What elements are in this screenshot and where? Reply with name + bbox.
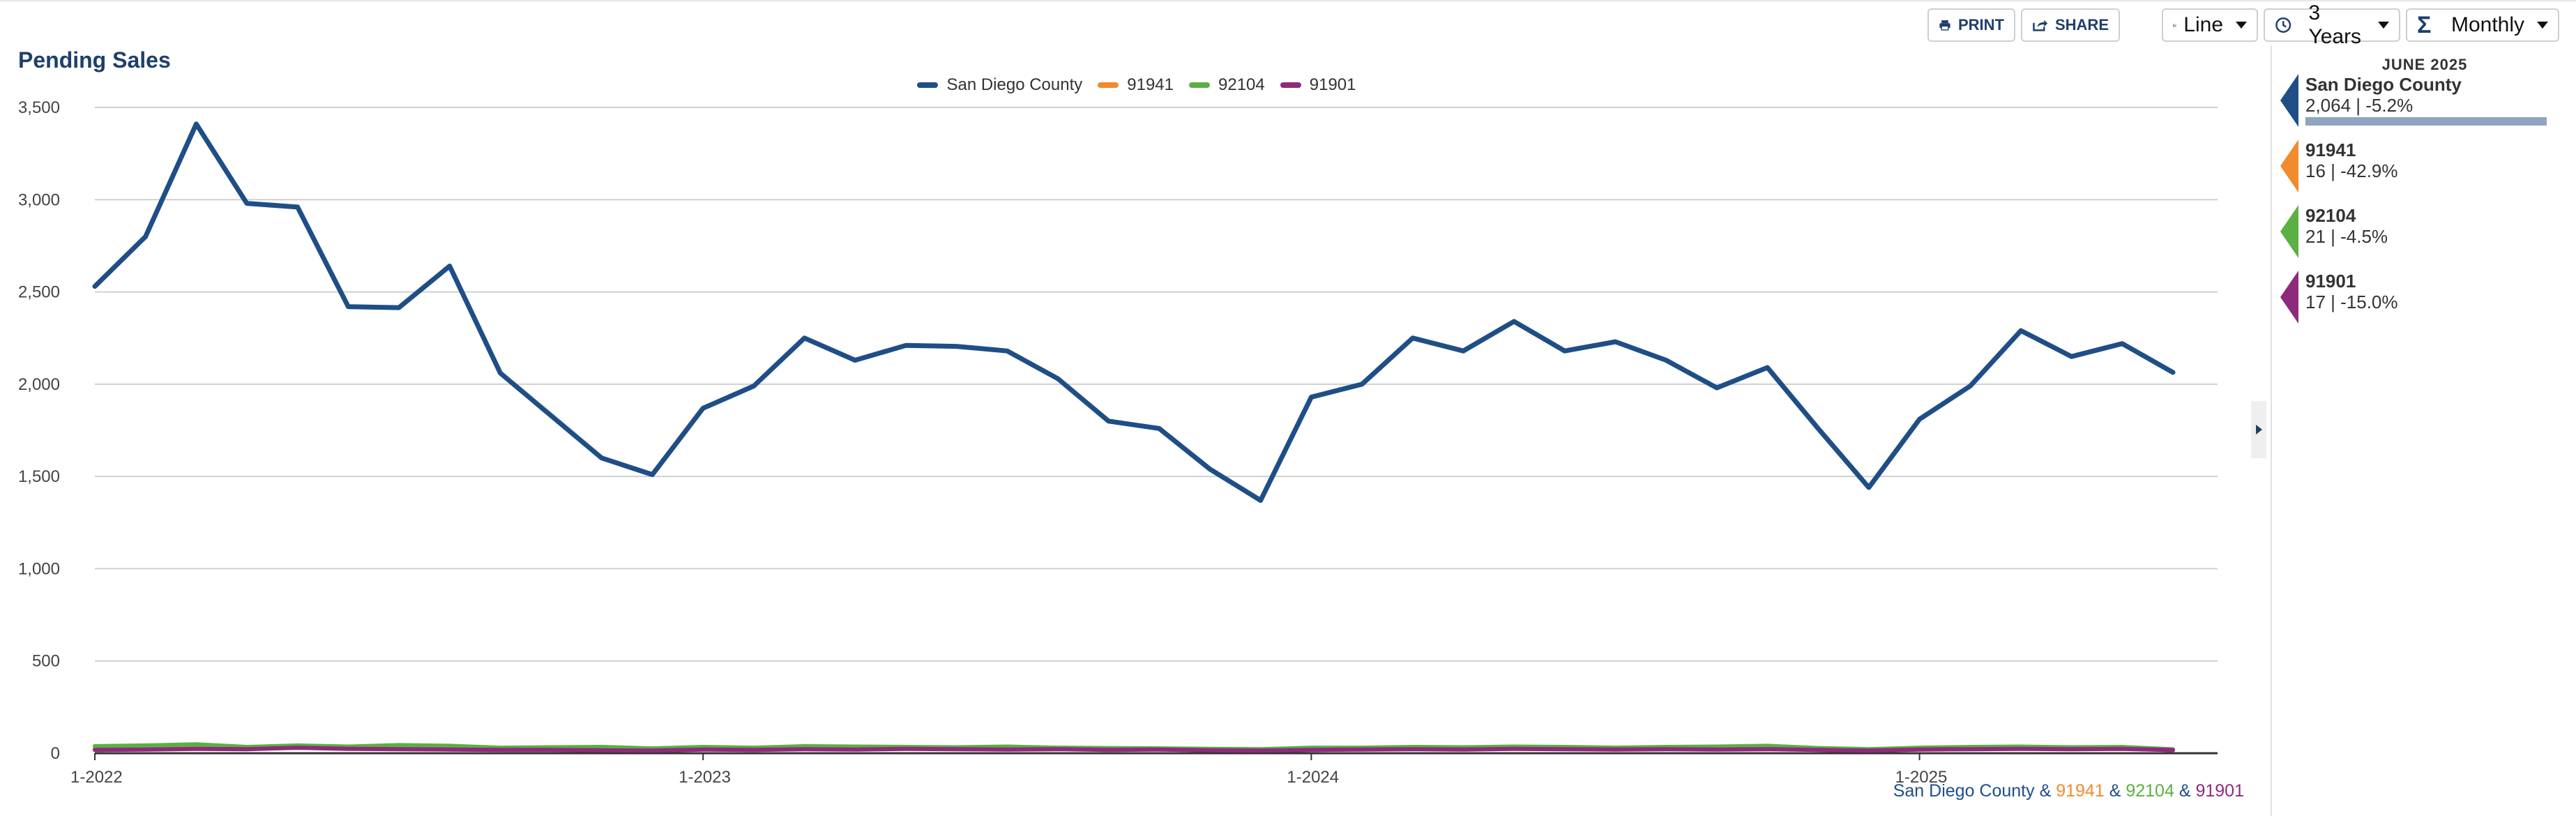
side-entry-91901[interactable]: 91901 17 | -15.0% xyxy=(2272,271,2576,336)
combo-91901: 91901 xyxy=(2195,781,2244,801)
interval-dropdown[interactable]: Σ Monthly xyxy=(2406,8,2559,42)
y-tick-label: 1,000 xyxy=(18,559,60,578)
legend-label: 92104 xyxy=(1218,75,1265,94)
side-panel: JUNE 2025 San Diego County 2,064 | -5.2%… xyxy=(2271,46,2576,816)
combo-amp: & xyxy=(2109,781,2121,801)
toolbar: PRINT SHARE Line 3 Years Σ Monthly xyxy=(0,1,2576,48)
side-entry-name: 91901 xyxy=(2305,271,2356,292)
legend-label: 91901 xyxy=(1309,75,1356,94)
share-icon xyxy=(2033,20,2048,31)
side-entry-value: 17 | -15.0% xyxy=(2305,292,2398,312)
legend-item[interactable]: 91901 xyxy=(1280,75,1356,95)
y-tick-label: 2,500 xyxy=(18,283,60,302)
side-entry-value: 2,064 | -5.2% xyxy=(2305,95,2414,116)
y-tick-label: 2,000 xyxy=(18,375,60,394)
legend-swatch xyxy=(1189,82,1211,88)
legend-label: 91941 xyxy=(1127,75,1174,94)
series-line-san-diego-county xyxy=(92,121,2176,503)
legend-item[interactable]: 92104 xyxy=(1189,75,1265,95)
chevron-down-icon xyxy=(2537,22,2548,29)
side-entry-91941[interactable]: 91941 16 | -42.9% xyxy=(2272,139,2576,205)
side-entry-value: 16 | -42.9% xyxy=(2305,160,2398,181)
chart-type-value: Line xyxy=(2183,13,2223,36)
legend-swatch xyxy=(917,82,939,88)
series-line-91901 xyxy=(93,746,2175,753)
side-entry-92104[interactable]: 92104 21 | -4.5% xyxy=(2272,205,2576,271)
legend-item[interactable]: 91941 xyxy=(1098,75,1174,95)
y-tick-label: 0 xyxy=(51,744,60,763)
combo-91941: 91941 xyxy=(2056,781,2105,801)
series-marker-icon xyxy=(2280,205,2298,258)
printer-icon xyxy=(1939,20,1950,31)
legend-swatch xyxy=(1098,82,1119,88)
chart-title: Pending Sales xyxy=(18,47,171,73)
chevron-right-icon xyxy=(2255,425,2262,435)
x-tick-label: 1-2025 xyxy=(1895,768,1948,787)
range-value: 3 Years xyxy=(2308,1,2362,48)
chevron-down-icon xyxy=(2236,22,2247,29)
side-panel-header: JUNE 2025 xyxy=(2381,56,2468,73)
print-button[interactable]: PRINT xyxy=(1927,8,2015,42)
series-marker-icon xyxy=(2280,271,2298,324)
pending-sales-chart: 0 500 1,000 1,500 2,000 2,500 3,000 3,500 1-2022… xyxy=(18,98,2218,787)
legend-label: San Diego County xyxy=(946,75,1083,94)
series-marker-icon xyxy=(2280,139,2298,192)
clock-icon xyxy=(2275,17,2291,33)
sigma-icon: Σ xyxy=(2417,11,2432,38)
x-tick-label: 1-2023 xyxy=(679,768,731,787)
share-label: SHARE xyxy=(2054,16,2109,33)
chevron-down-icon xyxy=(2378,22,2389,29)
side-entry-value: 21 | -4.5% xyxy=(2305,226,2388,247)
y-tick-label: 3,500 xyxy=(18,98,60,117)
side-entry-san-diego[interactable]: San Diego County 2,064 | -5.2% xyxy=(2272,74,2576,139)
interval-value: Monthly xyxy=(2450,13,2524,36)
panel-collapse-toggle[interactable] xyxy=(2251,401,2266,458)
series-marker-icon xyxy=(2280,74,2298,127)
y-tick-label: 1,500 xyxy=(18,467,60,486)
y-tick-label: 3,000 xyxy=(18,190,60,209)
selected-bar xyxy=(2305,117,2547,126)
chart-legend: San Diego County 91941 92104 91901 xyxy=(0,75,2273,95)
top-divider xyxy=(0,0,2576,1)
combo-amp: & xyxy=(2039,781,2052,801)
combo-amp: & xyxy=(2179,781,2191,801)
side-entry-name: San Diego County xyxy=(2305,74,2462,95)
range-dropdown[interactable]: 3 Years xyxy=(2264,1,2400,48)
share-button[interactable]: SHARE xyxy=(2021,8,2120,42)
side-entry-name: 91941 xyxy=(2305,139,2356,160)
legend-item[interactable]: San Diego County xyxy=(917,75,1082,95)
chart-type-dropdown[interactable]: Line xyxy=(2162,8,2258,42)
side-entry-name: 92104 xyxy=(2305,205,2356,226)
combo-92104: 92104 xyxy=(2126,781,2174,801)
x-tick-label: 1-2022 xyxy=(70,768,123,787)
series-combo-label: San Diego County & 91941 & 92104 & 91901 xyxy=(1893,781,2244,801)
legend-swatch xyxy=(1280,82,1301,88)
print-label: PRINT xyxy=(1958,16,2004,33)
combo-san-diego: San Diego County xyxy=(1893,781,2035,801)
line-chart-icon xyxy=(2173,23,2176,27)
x-tick-label: 1-2024 xyxy=(1287,768,1339,787)
y-tick-label: 500 xyxy=(32,652,60,671)
